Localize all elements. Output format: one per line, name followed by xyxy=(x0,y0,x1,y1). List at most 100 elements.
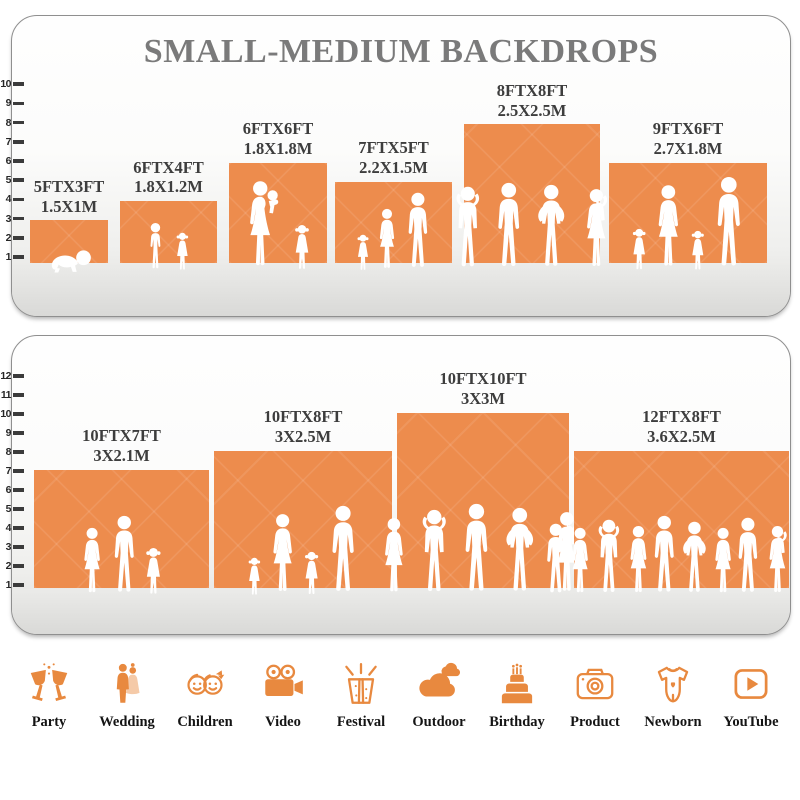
size-meters-text: 2.2X1.5M xyxy=(359,158,428,178)
ruler-tick-number: 1 xyxy=(5,579,12,591)
backdrop-size-label: 7FTX5FT 2.2X1.5M xyxy=(358,138,429,178)
festival-icon xyxy=(345,663,377,704)
backdrop-size-bar: 10FTX10FT 3X3M xyxy=(397,369,569,588)
ruler-tick xyxy=(13,469,24,473)
ruler-tick xyxy=(13,564,24,568)
person-woman-silhouette xyxy=(652,184,685,274)
backdrop-size-bar: 12FTX8FT 3.6X2.5M xyxy=(574,407,789,588)
ruler-tick xyxy=(13,545,24,549)
floor-gradient xyxy=(12,589,790,634)
person-man-silhouette xyxy=(542,523,570,599)
size-meters-text: 1.8X1.8M xyxy=(243,139,313,159)
people-silhouettes xyxy=(34,515,209,599)
ruler-tick xyxy=(13,374,24,378)
ruler-tick xyxy=(13,393,24,397)
backdrop-size-bar: 9FTX6FT 2.7X1.8M xyxy=(609,119,767,263)
person-man-silhouette xyxy=(711,176,747,274)
ruler-tick xyxy=(13,526,24,530)
person-girl-silhouette xyxy=(630,228,648,274)
backdrop-size-label: 5FTX3FT 1.5X1M xyxy=(34,177,105,217)
person-man-hips-silhouette xyxy=(676,521,713,599)
ruler-tick-number: 8 xyxy=(5,446,12,458)
ruler-tick-number: 3 xyxy=(5,541,12,553)
category-item-birthday: Birthday xyxy=(484,660,550,731)
category-item-product: Product xyxy=(562,660,628,731)
person-girl-silhouette xyxy=(689,230,707,274)
person-man-silhouette xyxy=(649,515,680,599)
size-meters-text: 2.5X2.5M xyxy=(497,100,567,120)
ruler-tick-number: 10 xyxy=(0,408,11,420)
category-label: YouTube xyxy=(723,714,779,730)
person-man-silhouette xyxy=(326,505,360,599)
backdrop-size-bar: 5FTX3FT 1.5X1M xyxy=(30,177,108,263)
party-icon xyxy=(30,663,68,702)
size-meters-text: 3X2.5M xyxy=(274,427,332,447)
birthday-icon xyxy=(501,663,533,704)
person-girl-silhouette xyxy=(292,224,312,274)
category-label: Newborn xyxy=(644,714,702,730)
category-item-festival: Festival xyxy=(328,660,394,731)
person-woman-silhouette xyxy=(267,513,298,599)
category-label: Product xyxy=(570,714,620,730)
video-icon xyxy=(265,664,303,696)
category-item-children: Children xyxy=(172,660,238,731)
category-item-youtube: YouTube xyxy=(718,660,784,731)
backdrop-size-bar: 6FTX6FT 1.8X1.8M xyxy=(229,119,327,263)
size-meters-text: 1.8X1.2M xyxy=(134,177,203,197)
person-man-silhouette xyxy=(733,517,763,599)
person-girl-silhouette xyxy=(302,551,321,599)
backdrop-panel-small: SMALL-MEDIUM BACKDROPS 1 2 3 4 5 6 7 8 9 10 5FTX3… xyxy=(0,15,791,317)
ruler-tick-number: 6 xyxy=(5,155,12,167)
person-man-silhouette xyxy=(459,503,494,599)
ruler-tick-number: 9 xyxy=(5,97,12,110)
category-label: Festival xyxy=(336,714,386,730)
person-girl-silhouette xyxy=(355,234,371,274)
ruler-tick xyxy=(13,507,24,511)
floor-gradient xyxy=(12,264,790,316)
outdoor-icon xyxy=(419,662,461,697)
person-woman-silhouette xyxy=(79,527,105,599)
category-item-newborn: Newborn xyxy=(640,660,706,731)
ruler-tick-number: 7 xyxy=(5,465,12,477)
wedding-icon xyxy=(116,663,140,703)
person-man-silhouette xyxy=(403,192,433,274)
person-man-up-silhouette xyxy=(590,519,628,599)
backdrop-size-bar: 7FTX5FT 2.2X1.5M xyxy=(335,138,452,263)
ruler-tick-number: 2 xyxy=(5,231,12,244)
ruler-tick-number: 5 xyxy=(5,174,12,187)
category-label: Wedding xyxy=(99,714,155,730)
person-girl-silhouette xyxy=(246,557,263,599)
ruler-tick xyxy=(13,159,24,163)
size-meters-text: 3.6X2.5M xyxy=(647,427,716,447)
product-icon xyxy=(576,668,614,700)
ruler-tick-number: 7 xyxy=(5,135,12,148)
backdrop-size-label: 9FTX6FT 2.7X1.8M xyxy=(653,119,724,159)
person-man-silhouette xyxy=(792,519,800,599)
size-feet-text: 5FTX3FT xyxy=(33,176,105,196)
ruler-tick-number: 8 xyxy=(5,116,12,129)
category-label: Outdoor xyxy=(412,714,466,730)
backdrop-size-label: 10FTX7FT 3X2.1M xyxy=(82,426,161,466)
person-man-up-silhouette xyxy=(413,509,456,599)
size-feet-text: 10FTX10FT xyxy=(439,369,527,389)
category-label: Party xyxy=(31,714,67,730)
backdrop-size-label: 6FTX6FT 1.8X1.8M xyxy=(243,119,314,159)
size-meters-text: 3X3M xyxy=(461,389,505,409)
person-woman-silhouette xyxy=(379,517,409,599)
person-boy-silhouette xyxy=(146,222,165,274)
ruler-tick xyxy=(13,178,24,182)
ruler-tick xyxy=(13,255,24,259)
person-woman-pose-silhouette xyxy=(760,525,795,599)
person-girl-silhouette xyxy=(174,232,191,274)
backdrop-size-label: 10FTX8FT 3X2.5M xyxy=(264,407,343,447)
ruler-tick xyxy=(13,583,24,587)
backdrop-size-label: 6FTX4FT 1.8X1.2M xyxy=(133,158,204,198)
page-title: SMALL-MEDIUM BACKDROPS xyxy=(143,33,659,70)
person-man-silhouette xyxy=(492,182,526,274)
people-silhouettes xyxy=(335,192,452,274)
backdrop-size-bar: 8FTX8FT 2.5X2.5M xyxy=(464,81,600,263)
size-feet-text: 6FTX4FT xyxy=(133,157,204,177)
people-silhouettes xyxy=(120,222,217,274)
ruler-tick xyxy=(13,140,24,144)
ruler-tick-number: 2 xyxy=(5,560,12,572)
